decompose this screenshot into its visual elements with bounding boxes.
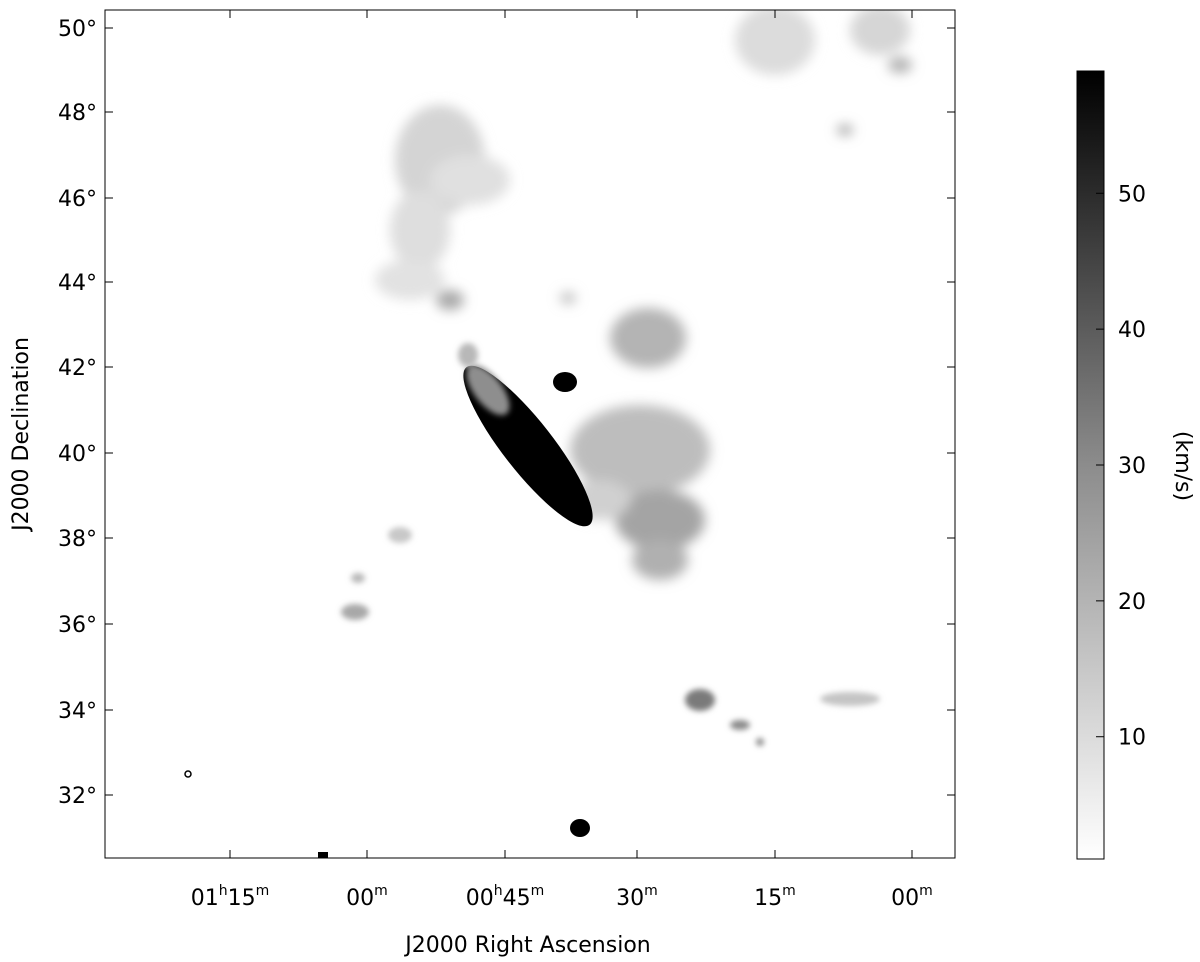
y-axis-label: J2000 Declination (9, 337, 34, 533)
x-tick-label: 00m (346, 883, 388, 911)
southern-dark-blob (570, 819, 590, 837)
colorbar-label: (km/s) (1170, 431, 1195, 501)
colorbar-tick-label: 40 (1118, 318, 1146, 343)
y-tick-label: 32° (58, 784, 97, 809)
y-tick-label: 38° (58, 527, 97, 552)
x-tick-label: 15m (754, 883, 796, 911)
x-tick-label: 00m (891, 883, 933, 911)
y-tick-label: 50° (58, 17, 97, 42)
edge-dark-pixel (318, 852, 328, 858)
upper-right-cloud (735, 10, 912, 135)
colorbar: 50 40 30 20 10 (km/s) (1076, 70, 1195, 860)
y-tick-label: 34° (58, 699, 97, 724)
northern-cloud (375, 105, 510, 310)
y-tick-label: 44° (58, 271, 97, 296)
y-tick-label: 42° (58, 356, 97, 381)
m31-disk (458, 343, 593, 527)
colorbar-tick-label: 50 (1118, 182, 1146, 207)
y-tick-label: 36° (58, 613, 97, 638)
y-tick-label: 40° (58, 442, 97, 467)
map-frame (104, 9, 956, 859)
y-tick-label: 46° (58, 187, 97, 212)
colorbar-tick-label: 20 (1118, 590, 1146, 615)
map-image (105, 10, 955, 858)
small-ring-marker (184, 770, 192, 778)
colorbar-ticks: 50 40 30 20 10 (1096, 182, 1146, 751)
central-cloud (560, 292, 710, 580)
x-tick-label: 01h15m (191, 883, 270, 911)
y-axis-ticks: 50° 48° 46° 44° 42° 40° 38° 36° 34° 32° (58, 17, 955, 809)
southern-clumps (341, 527, 880, 746)
x-tick-label: 30m (616, 883, 658, 911)
x-tick-label: 00h45m (466, 883, 545, 911)
y-tick-label: 48° (58, 101, 97, 126)
x-axis-label: J2000 Right Ascension (403, 933, 650, 958)
x-axis-ticks: 01h15m 00m 00h45m 30m 15m 00m (191, 10, 933, 911)
colorbar-tick-label: 30 (1118, 454, 1146, 479)
m32-blob (553, 372, 577, 392)
colorbar-tick-label: 10 (1118, 726, 1146, 751)
